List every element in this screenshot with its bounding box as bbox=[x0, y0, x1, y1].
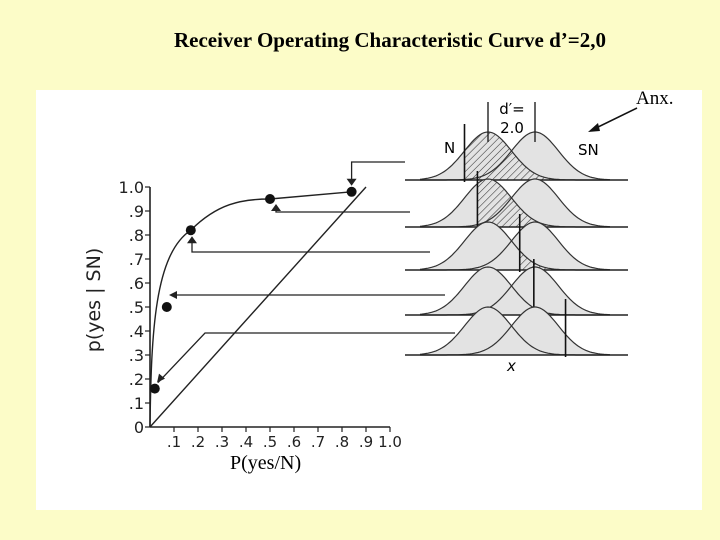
annotation-label: Anx. bbox=[636, 88, 674, 109]
y-tick-label: .5 bbox=[129, 298, 144, 317]
y-tick-label: .6 bbox=[129, 274, 144, 293]
connector-arrowhead bbox=[157, 373, 165, 383]
y-axis-title: p(yes | SN) bbox=[83, 248, 105, 352]
y-tick-label: .3 bbox=[129, 346, 144, 365]
y-tick-label: .8 bbox=[129, 226, 144, 245]
x-tick-label: 1.0 bbox=[378, 433, 402, 451]
roc-point bbox=[185, 225, 196, 236]
y-tick-label: .9 bbox=[129, 202, 144, 221]
false-alarm-area bbox=[464, 132, 610, 180]
roc-plot: 0 .1 .2 .3 .4 .5 .6 .7 .8 .9 1.0 .1 .2 .3 .4 .5 .6 .7 .8 .9… bbox=[83, 178, 402, 451]
x-tick-label: .4 bbox=[239, 433, 253, 451]
dprime-value: 2.0 bbox=[500, 119, 524, 137]
roc-point bbox=[346, 186, 357, 197]
annotation-arrow-head bbox=[588, 123, 600, 132]
chance-line bbox=[149, 186, 367, 428]
x-tick-label: .2 bbox=[191, 433, 205, 451]
distribution-panels: d′=2.0 N SN x bbox=[405, 100, 628, 375]
connector-arrowhead bbox=[346, 178, 357, 186]
roc-point bbox=[265, 194, 275, 204]
connector-arrowhead bbox=[271, 204, 281, 211]
x-tick-label: .7 bbox=[311, 433, 325, 451]
y-tick-label: 0 bbox=[134, 418, 144, 437]
x-tick-label: .5 bbox=[263, 433, 277, 451]
y-tick-label: 1.0 bbox=[119, 178, 144, 197]
connector-line bbox=[191, 239, 430, 253]
connector-line bbox=[275, 207, 410, 213]
y-tick-label: .4 bbox=[129, 322, 144, 341]
x-tick-label: .1 bbox=[167, 433, 181, 451]
connector-arrowhead bbox=[169, 291, 177, 299]
roc-point bbox=[161, 302, 172, 312]
signal-label: SN bbox=[578, 141, 599, 159]
figure-panel bbox=[36, 90, 702, 510]
connector-arrows bbox=[157, 107, 638, 384]
x-axis-title: P(yes/N) bbox=[228, 452, 304, 475]
y-tick-label: .7 bbox=[129, 250, 144, 269]
annotation-arrow-line bbox=[593, 107, 638, 130]
noise-label: N bbox=[444, 139, 455, 157]
x-variable-label: x bbox=[506, 357, 516, 375]
dprime-label: d′= bbox=[499, 100, 525, 118]
false-alarm-area bbox=[477, 179, 610, 227]
roc-curve bbox=[149, 191, 352, 428]
x-tick-label: .8 bbox=[335, 433, 349, 451]
y-tick-label: .2 bbox=[129, 370, 144, 389]
slide-title: Receiver Operating Characteristic Curve … bbox=[173, 28, 607, 52]
x-tick-label: .9 bbox=[359, 433, 373, 451]
roc-point bbox=[149, 383, 160, 394]
connector-line bbox=[157, 332, 455, 384]
x-tick-label: .3 bbox=[215, 433, 229, 451]
connector-arrowhead bbox=[187, 236, 197, 244]
y-tick-label: .1 bbox=[129, 394, 144, 413]
x-tick-label: .6 bbox=[287, 433, 301, 451]
connector-line bbox=[350, 161, 405, 183]
